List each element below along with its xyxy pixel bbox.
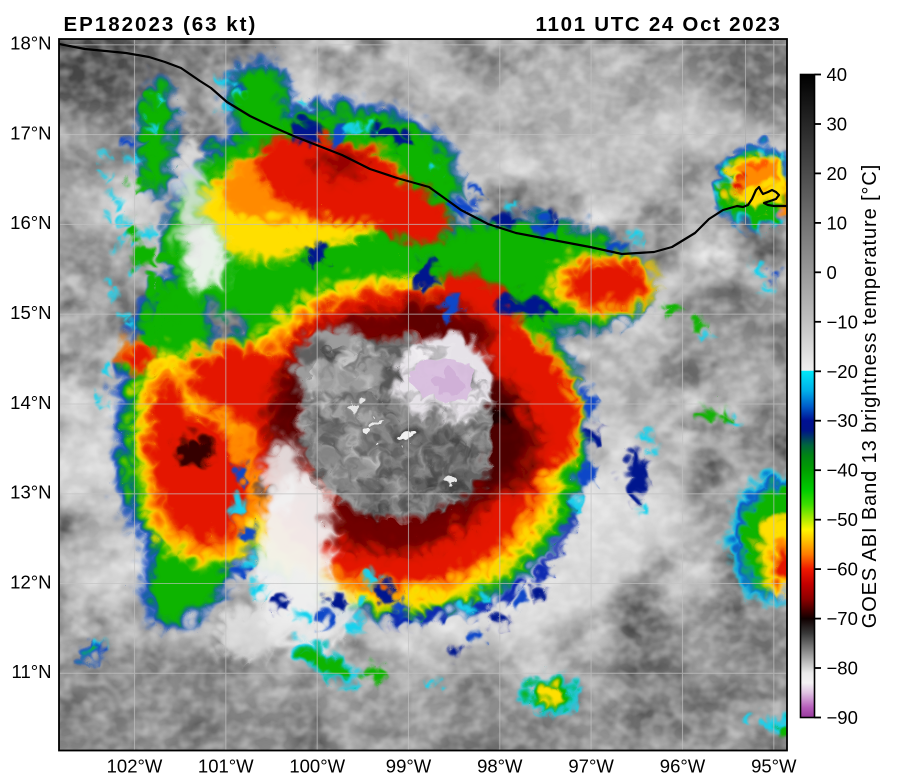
svg-text:20: 20 — [827, 163, 848, 184]
svg-text:30: 30 — [827, 114, 848, 135]
svg-text:98°W: 98°W — [477, 756, 523, 777]
svg-text:102°W: 102°W — [107, 756, 163, 777]
svg-text:10: 10 — [827, 212, 848, 233]
svg-text:13°N: 13°N — [10, 482, 51, 503]
svg-text:12°N: 12°N — [10, 571, 51, 592]
svg-text:11°N: 11°N — [12, 661, 52, 682]
svg-text:101°W: 101°W — [198, 756, 254, 777]
svg-text:−20: −20 — [827, 361, 858, 382]
svg-text:−90: −90 — [827, 707, 858, 728]
svg-text:EP182023 (63 kt): EP182023 (63 kt) — [64, 13, 258, 36]
svg-text:−10: −10 — [827, 311, 858, 332]
svg-text:−30: −30 — [827, 410, 858, 431]
svg-text:40: 40 — [827, 64, 848, 85]
svg-text:−80: −80 — [827, 658, 858, 679]
svg-text:−60: −60 — [827, 559, 858, 580]
svg-text:−40: −40 — [827, 460, 858, 481]
svg-text:14°N: 14°N — [10, 392, 51, 413]
svg-text:95°W: 95°W — [751, 756, 797, 777]
svg-text:97°W: 97°W — [568, 756, 614, 777]
svg-text:15°N: 15°N — [10, 302, 51, 323]
svg-text:1101 UTC 24 Oct 2023: 1101 UTC 24 Oct 2023 — [536, 13, 782, 36]
svg-text:96°W: 96°W — [660, 756, 706, 777]
svg-text:GOES ABI Band 13 brightness te: GOES ABI Band 13 brightness temperature … — [859, 164, 881, 628]
svg-text:99°W: 99°W — [386, 756, 432, 777]
svg-text:100°W: 100°W — [289, 756, 345, 777]
svg-text:−70: −70 — [827, 608, 858, 629]
svg-text:17°N: 17°N — [10, 122, 51, 143]
svg-text:18°N: 18°N — [10, 33, 51, 54]
svg-text:16°N: 16°N — [10, 212, 51, 233]
svg-text:−50: −50 — [827, 509, 858, 530]
svg-text:0: 0 — [827, 262, 837, 283]
